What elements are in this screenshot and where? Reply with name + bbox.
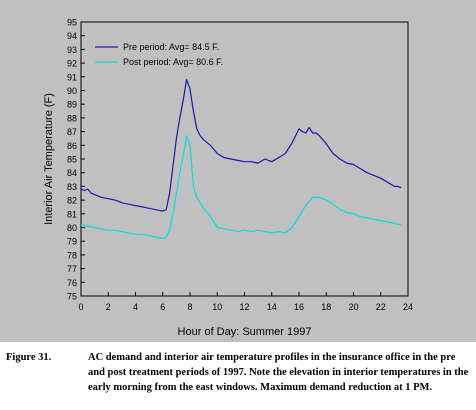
x-tick-label: 22: [376, 302, 386, 312]
x-tick-label: 0: [78, 302, 83, 312]
series-line-post-period: [80, 135, 402, 240]
x-tick-label: 20: [348, 302, 358, 312]
y-tick-label: 88: [67, 113, 77, 123]
y-tick-label: 91: [67, 72, 77, 82]
y-axis: 75 76 77 78 79 80 81 82 83 84 85 86 87 88 89 90 91 92 93 94…: [67, 18, 85, 302]
y-tick-label: 83: [67, 182, 77, 192]
x-tick-label: 8: [187, 302, 192, 312]
y-tick-label: 93: [67, 45, 77, 55]
x-tick-label: 14: [267, 302, 277, 312]
x-tick-label: 6: [160, 302, 165, 312]
figure-caption: Figure 31. AC demand and interior air te…: [0, 342, 476, 410]
chart-panel: 75 76 77 78 79 80 81 82 83 84 85 86 87 88 89 90 91 92 93 94…: [0, 0, 476, 342]
caption-text: AC demand and interior air temperature p…: [88, 352, 469, 393]
x-tick-label: 12: [239, 302, 249, 312]
y-tick-label: 94: [67, 31, 77, 41]
plot-area: [80, 21, 409, 297]
y-tick-label: 81: [67, 209, 77, 219]
x-tick-label: 18: [321, 302, 331, 312]
legend-label-post-period: Post period: Avg= 80.6 F.: [123, 57, 223, 67]
y-tick-label: 78: [67, 250, 77, 260]
y-tick-label: 84: [67, 168, 77, 178]
y-tick-label: 80: [67, 223, 77, 233]
caption-label: Figure 31.: [6, 352, 52, 363]
series-line-pre-period: [80, 78, 402, 212]
x-axis: 0 2 4 6 8 10 12 14 16 18 20 22 24: [78, 292, 413, 312]
y-tick-label: 75: [67, 292, 77, 302]
y-tick-label: 82: [67, 196, 77, 206]
y-tick-label: 79: [67, 237, 77, 247]
x-tick-label: 16: [294, 302, 304, 312]
x-tick-label: 2: [106, 302, 111, 312]
y-tick-label: 89: [67, 100, 77, 110]
legend-label-pre-period: Pre period: Avg= 84.5 F.: [123, 42, 219, 52]
y-tick-label: 92: [67, 59, 77, 69]
y-tick-label: 77: [67, 264, 77, 274]
y-tick-label: 95: [67, 18, 77, 28]
temperature-profile-chart: 7576777879808182838485868788899091929394…: [43, 18, 413, 339]
legend: Pre period: Avg= 84.5 F. Post period: Avg…: [95, 42, 223, 67]
y-tick-label: 90: [67, 86, 77, 96]
x-tick-label: 10: [212, 302, 222, 312]
x-tick-label: 24: [403, 302, 413, 312]
x-tick-label: 4: [133, 302, 138, 312]
series-group: [80, 78, 402, 240]
y-axis-title: Interior Air Temperature (F): [43, 93, 55, 225]
y-tick-label: 85: [67, 155, 77, 165]
y-tick-label: 87: [67, 127, 77, 137]
y-tick-label: 86: [67, 141, 77, 151]
x-axis-title: Hour of Day: Summer 1997: [178, 326, 312, 338]
y-tick-label: 76: [67, 278, 77, 288]
